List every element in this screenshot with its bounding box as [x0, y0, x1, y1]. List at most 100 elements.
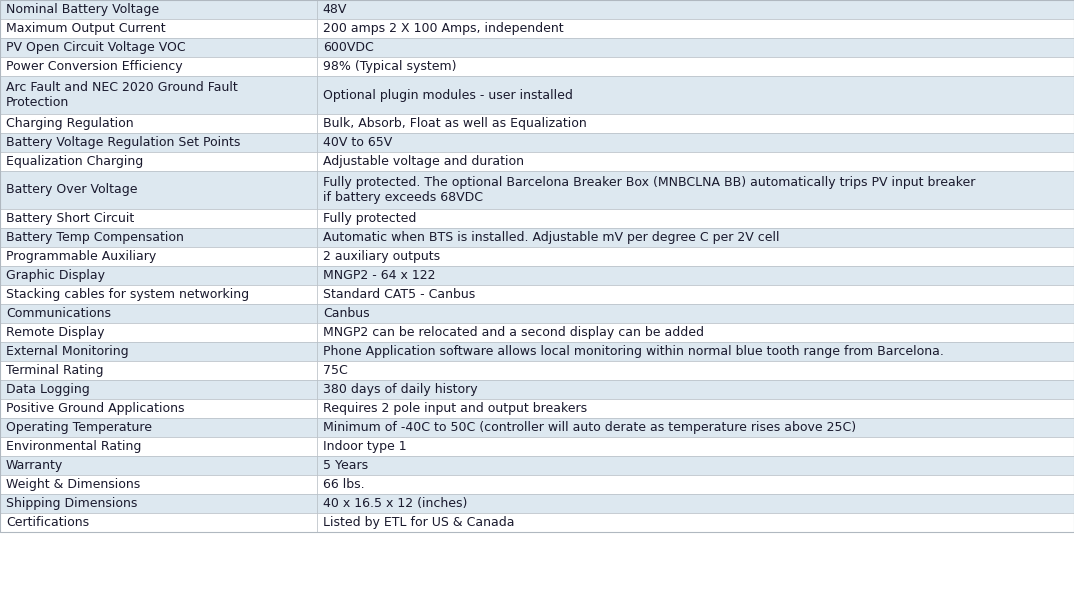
Bar [317, 475, 1074, 494]
Bar [0, 285, 317, 304]
Bar [0, 475, 317, 494]
Text: Fully protected: Fully protected [323, 212, 417, 225]
Bar [317, 285, 1074, 304]
Bar [0, 76, 317, 114]
Text: Graphic Display: Graphic Display [6, 269, 105, 282]
Text: 66 lbs.: 66 lbs. [323, 478, 364, 491]
Bar [317, 380, 1074, 399]
Text: 40 x 16.5 x 12 (inches): 40 x 16.5 x 12 (inches) [323, 497, 467, 510]
Text: 40V to 65V: 40V to 65V [323, 136, 392, 149]
Text: Communications: Communications [6, 307, 111, 320]
Bar [317, 209, 1074, 228]
Text: Warranty: Warranty [6, 459, 63, 472]
Text: Nominal Battery Voltage: Nominal Battery Voltage [6, 3, 159, 16]
Text: Certifications: Certifications [6, 516, 89, 529]
Text: Data Logging: Data Logging [6, 383, 90, 396]
Bar [317, 152, 1074, 171]
Bar [0, 0, 317, 19]
Bar [0, 171, 317, 209]
Text: 600VDC: 600VDC [323, 41, 374, 54]
Bar [0, 361, 317, 380]
Text: Shipping Dimensions: Shipping Dimensions [6, 497, 137, 510]
Bar [317, 133, 1074, 152]
Bar [0, 380, 317, 399]
Bar [0, 513, 317, 532]
Text: Battery Over Voltage: Battery Over Voltage [6, 184, 137, 196]
Bar [0, 247, 317, 266]
Bar [317, 0, 1074, 19]
Text: PV Open Circuit Voltage VOC: PV Open Circuit Voltage VOC [6, 41, 186, 54]
Text: Maximum Output Current: Maximum Output Current [6, 22, 165, 35]
Text: External Monitoring: External Monitoring [6, 345, 129, 358]
Bar [0, 494, 317, 513]
Text: 2 auxiliary outputs: 2 auxiliary outputs [323, 250, 440, 263]
Text: Adjustable voltage and duration: Adjustable voltage and duration [323, 155, 524, 168]
Bar [0, 266, 317, 285]
Bar [317, 228, 1074, 247]
Bar [317, 19, 1074, 38]
Text: Arc Fault and NEC 2020 Ground Fault
Protection: Arc Fault and NEC 2020 Ground Fault Prot… [6, 81, 237, 109]
Bar [317, 456, 1074, 475]
Bar [0, 418, 317, 437]
Bar [317, 513, 1074, 532]
Text: Canbus: Canbus [323, 307, 369, 320]
Text: Phone Application software allows local monitoring within normal blue tooth rang: Phone Application software allows local … [323, 345, 944, 358]
Text: Power Conversion Efficiency: Power Conversion Efficiency [6, 60, 183, 73]
Bar [0, 399, 317, 418]
Text: Battery Short Circuit: Battery Short Circuit [6, 212, 134, 225]
Bar [0, 114, 317, 133]
Text: Listed by ETL for US & Canada: Listed by ETL for US & Canada [323, 516, 514, 529]
Text: MNGP2 - 64 x 122: MNGP2 - 64 x 122 [323, 269, 435, 282]
Text: Remote Display: Remote Display [6, 326, 104, 339]
Text: Charging Regulation: Charging Regulation [6, 117, 133, 130]
Bar [0, 437, 317, 456]
Bar [0, 0, 1074, 532]
Text: Automatic when BTS is installed. Adjustable mV per degree C per 2V cell: Automatic when BTS is installed. Adjusta… [323, 231, 780, 244]
Text: Operating Temperature: Operating Temperature [6, 421, 153, 434]
Bar [0, 133, 317, 152]
Bar [0, 304, 317, 323]
Bar [317, 247, 1074, 266]
Text: 48V: 48V [323, 3, 347, 16]
Text: 5 Years: 5 Years [323, 459, 368, 472]
Text: Positive Ground Applications: Positive Ground Applications [6, 402, 185, 415]
Bar [317, 57, 1074, 76]
Text: 75C: 75C [323, 364, 348, 377]
Text: Weight & Dimensions: Weight & Dimensions [6, 478, 141, 491]
Text: Optional plugin modules - user installed: Optional plugin modules - user installed [323, 88, 572, 101]
Text: Minimum of -40C to 50C (controller will auto derate as temperature rises above 2: Minimum of -40C to 50C (controller will … [323, 421, 856, 434]
Text: Requires 2 pole input and output breakers: Requires 2 pole input and output breaker… [323, 402, 587, 415]
Bar [0, 209, 317, 228]
Bar [317, 399, 1074, 418]
Text: 380 days of daily history: 380 days of daily history [323, 383, 478, 396]
Text: Battery Voltage Regulation Set Points: Battery Voltage Regulation Set Points [6, 136, 241, 149]
Text: 200 amps 2 X 100 Amps, independent: 200 amps 2 X 100 Amps, independent [323, 22, 564, 35]
Text: Standard CAT5 - Canbus: Standard CAT5 - Canbus [323, 288, 475, 301]
Text: 98% (Typical system): 98% (Typical system) [323, 60, 456, 73]
Bar [0, 19, 317, 38]
Text: Stacking cables for system networking: Stacking cables for system networking [6, 288, 249, 301]
Bar [317, 114, 1074, 133]
Bar [317, 171, 1074, 209]
Bar [0, 323, 317, 342]
Bar [317, 323, 1074, 342]
Bar [0, 57, 317, 76]
Text: Programmable Auxiliary: Programmable Auxiliary [6, 250, 156, 263]
Text: MNGP2 can be relocated and a second display can be added: MNGP2 can be relocated and a second disp… [323, 326, 703, 339]
Bar [0, 456, 317, 475]
Bar [317, 38, 1074, 57]
Bar [317, 76, 1074, 114]
Bar [317, 418, 1074, 437]
Text: Indoor type 1: Indoor type 1 [323, 440, 406, 453]
Bar [0, 228, 317, 247]
Bar [0, 152, 317, 171]
Bar [317, 361, 1074, 380]
Bar [0, 342, 317, 361]
Bar [317, 266, 1074, 285]
Text: Fully protected. The optional Barcelona Breaker Box (MNBCLNA BB) automatically t: Fully protected. The optional Barcelona … [323, 176, 975, 204]
Text: Environmental Rating: Environmental Rating [6, 440, 142, 453]
Text: Terminal Rating: Terminal Rating [6, 364, 103, 377]
Text: Battery Temp Compensation: Battery Temp Compensation [6, 231, 184, 244]
Text: Equalization Charging: Equalization Charging [6, 155, 143, 168]
Bar [317, 304, 1074, 323]
